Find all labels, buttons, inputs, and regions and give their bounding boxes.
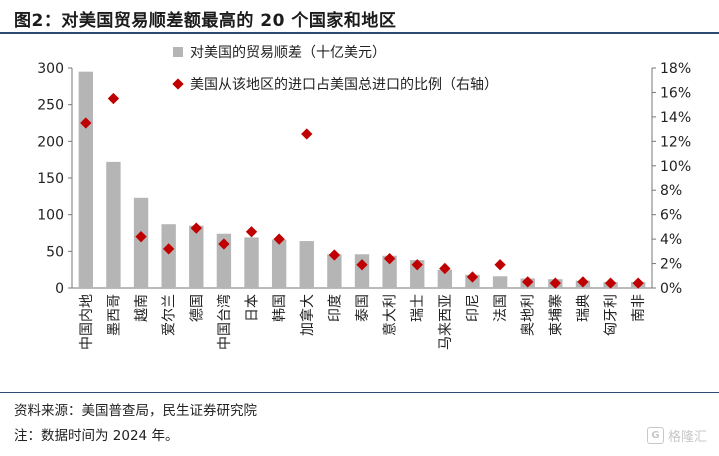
- x-tick-label: 中国内地: [79, 294, 95, 350]
- legend-marker-label: 美国从该地区的进口占美国总进口的比例（右轴）: [190, 77, 498, 93]
- legend: 对美国的贸易顺差（十亿美元） 美国从该地区的进口占美国总进口的比例（右轴）: [172, 45, 498, 93]
- x-tick-label: 马来西亚: [438, 294, 454, 350]
- bar: [382, 255, 397, 288]
- bar: [437, 269, 453, 288]
- bar: [354, 254, 370, 288]
- y-right-tick-label: 10%: [660, 159, 691, 175]
- bar: [106, 161, 121, 288]
- bar: [299, 241, 314, 288]
- x-tick-label: 墨西哥: [106, 294, 122, 336]
- x-tick-label: 印尼: [465, 294, 481, 322]
- marker-point: [328, 249, 341, 261]
- marker-point: [107, 92, 120, 105]
- marker-series: [80, 92, 644, 289]
- y-left-tick-label: 100: [37, 208, 64, 224]
- bar: [216, 233, 232, 288]
- y-right-tick-label: 2%: [660, 257, 682, 273]
- y-left-tick-label: 50: [46, 244, 64, 260]
- marker-point: [522, 276, 534, 288]
- bar: [189, 225, 204, 288]
- legend-bar-swatch: [173, 47, 183, 57]
- x-tick-label: 瑞典: [576, 294, 592, 322]
- bar: [78, 71, 93, 288]
- marker-point: [218, 238, 230, 250]
- marker-point: [494, 259, 506, 271]
- bar: [161, 224, 176, 288]
- watermark: G 格隆汇: [646, 426, 707, 445]
- x-tick-label: 法国: [493, 294, 509, 322]
- x-tick-label: 爱尔兰: [162, 294, 178, 336]
- y-right-tick-label: 18%: [660, 61, 691, 77]
- x-tick-label: 匈牙利: [604, 294, 620, 336]
- marker-point: [604, 277, 617, 289]
- y-right-tick-label: 6%: [660, 208, 682, 224]
- source-note: 资料来源：美国普查局，民生证券研究院: [14, 403, 257, 419]
- watermark-logo-icon: G: [646, 427, 664, 444]
- y-right-tick-label: 14%: [660, 110, 691, 126]
- marker-point: [577, 276, 589, 288]
- x-tick-label: 加拿大: [299, 294, 316, 336]
- x-tick-label: 中国台湾: [216, 294, 233, 350]
- x-tick-label: 越南: [134, 294, 150, 322]
- x-tick-label: 柬埔寨: [547, 294, 564, 336]
- marker-point: [163, 243, 175, 255]
- watermark-text: 格隆汇: [667, 430, 707, 445]
- x-tick-label: 韩国: [272, 294, 288, 322]
- y-left-tick-label: 200: [37, 134, 64, 150]
- marker-point: [135, 231, 147, 243]
- marker-point: [356, 259, 368, 271]
- x-tick-label: 奥地利: [520, 294, 537, 336]
- marker-point: [439, 262, 451, 275]
- x-tick-label: 泰国: [355, 294, 371, 322]
- axes: 0 50 100 150 200 250 300 0% 2% 4% 6% 8% 10% 12% 14% 16%…: [37, 61, 691, 297]
- title-rule: [0, 32, 719, 34]
- marker-point: [301, 128, 313, 140]
- footer-rule: [0, 392, 719, 393]
- y-left-tick-label: 300: [37, 61, 64, 77]
- bar: [271, 239, 287, 288]
- marker-point: [383, 253, 396, 265]
- x-tick-label: 南非: [631, 294, 647, 322]
- x-tick-label: 印度: [327, 294, 343, 322]
- marker-point: [549, 277, 561, 289]
- bar: [244, 237, 259, 288]
- marker-point: [411, 259, 423, 271]
- x-tick-labels: 中国内地 墨西哥 越南 爱尔兰 德国 中国台湾 日本 韩国 加拿大 印度 泰国 意大利 瑞士 马来西亚 印尼…: [79, 294, 647, 350]
- x-tick-label: 瑞士: [410, 294, 426, 322]
- x-tick-label: 日本: [245, 294, 261, 322]
- legend-marker-swatch: [172, 78, 184, 90]
- bar: [133, 197, 149, 288]
- legend-bar-label: 对美国的贸易顺差（十亿美元）: [190, 45, 386, 61]
- bar: [410, 260, 425, 288]
- y-left-tick-label: 0: [55, 281, 64, 297]
- y-right-tick-label: 12%: [660, 134, 691, 150]
- marker-point: [245, 226, 258, 238]
- y-left-tick-label: 250: [37, 98, 64, 114]
- date-note: 注：数据时间为 2024 年。: [14, 428, 179, 444]
- y-right-tick-label: 8%: [660, 183, 682, 199]
- y-right-tick-label: 0%: [660, 281, 682, 297]
- marker-point: [466, 271, 479, 283]
- marker-point: [190, 222, 202, 234]
- x-tick-label: 意大利: [382, 294, 399, 336]
- chart: 对美国的贸易顺差（十亿美元） 美国从该地区的进口占美国总进口的比例（右轴） 0 5…: [37, 45, 691, 350]
- y-right-tick-label: 4%: [660, 232, 682, 248]
- y-left-tick-label: 150: [37, 171, 64, 187]
- y-right-tick-label: 16%: [660, 85, 691, 101]
- bar: [492, 276, 508, 288]
- bar: [327, 254, 342, 288]
- marker-point: [632, 277, 644, 289]
- bar-series: [78, 71, 646, 288]
- marker-point: [273, 233, 285, 245]
- chart-title: 图2：对美国贸易顺差额最高的 20 个国家和地区: [14, 11, 397, 31]
- x-tick-label: 德国: [189, 294, 205, 322]
